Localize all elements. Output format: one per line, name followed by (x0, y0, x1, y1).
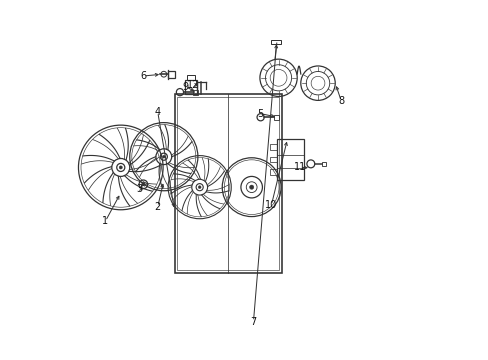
Circle shape (119, 166, 122, 169)
Circle shape (198, 186, 201, 189)
Bar (273, 115, 278, 120)
Text: 9: 9 (182, 82, 188, 92)
Text: 8: 8 (338, 96, 344, 106)
Circle shape (162, 155, 165, 158)
Text: 6: 6 (140, 71, 146, 81)
Text: 11: 11 (293, 162, 305, 172)
Bar (270, 144, 276, 150)
Bar (185, 80, 196, 94)
Bar (168, 71, 174, 78)
Text: 4: 4 (154, 107, 161, 117)
Text: 3: 3 (136, 184, 142, 194)
Bar (174, 94, 282, 273)
Bar (276, 139, 303, 180)
Text: 10: 10 (264, 200, 277, 210)
Text: 12: 12 (187, 80, 200, 90)
Bar (270, 157, 276, 162)
Bar (177, 97, 279, 270)
Bar (270, 40, 281, 44)
Circle shape (142, 183, 145, 186)
Text: 2: 2 (154, 202, 161, 212)
Text: 5: 5 (257, 109, 263, 119)
Text: 7: 7 (250, 317, 256, 327)
Circle shape (249, 185, 253, 189)
Bar (321, 162, 325, 166)
Bar (192, 90, 198, 95)
Bar (186, 75, 195, 80)
Text: 1: 1 (102, 216, 108, 226)
Bar (270, 169, 276, 175)
